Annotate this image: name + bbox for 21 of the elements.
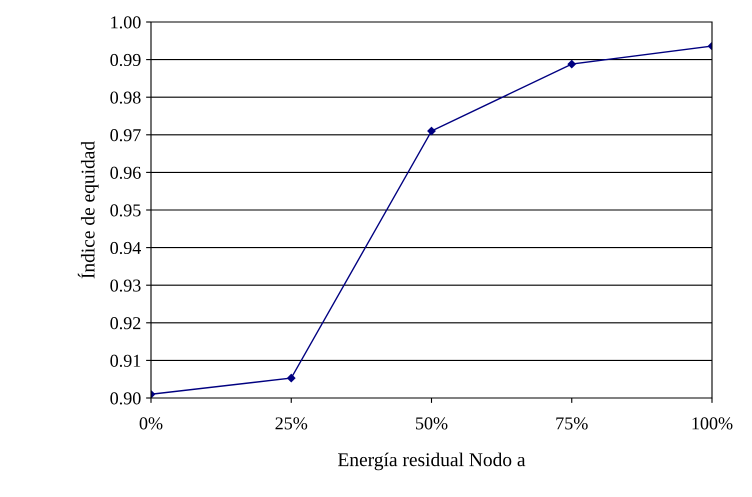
- point: [568, 60, 576, 68]
- y-tick-label: 0.91: [110, 354, 140, 367]
- y-tick-label: 0.92: [110, 317, 140, 330]
- x-axis-title: Energía residual Nodo a: [338, 452, 526, 470]
- x-tick-label: 0%: [140, 417, 162, 430]
- y-axis-title: Índice de equidad: [78, 141, 99, 278]
- y-tick-label: 0.95: [110, 204, 141, 217]
- y-tick-label: 0.93: [110, 279, 141, 292]
- y-tick-label: 0.98: [110, 91, 141, 104]
- y-tick-label: 0.96: [110, 166, 141, 179]
- x-tick-label: 25%: [275, 417, 308, 430]
- point: [427, 126, 436, 136]
- y-tick-label: 0.97: [110, 129, 141, 142]
- y-tick-label: 0.94: [110, 242, 141, 254]
- x-tick-label: 75%: [556, 417, 588, 430]
- y-tick-label: 0.99: [110, 54, 141, 66]
- x-tick-label: 100%: [692, 417, 732, 430]
- y-tick-label: 0.90: [110, 392, 141, 405]
- y-tick-label: 1.00: [111, 16, 141, 29]
- point: [287, 374, 296, 382]
- x-tick-label: 50%: [416, 417, 448, 430]
